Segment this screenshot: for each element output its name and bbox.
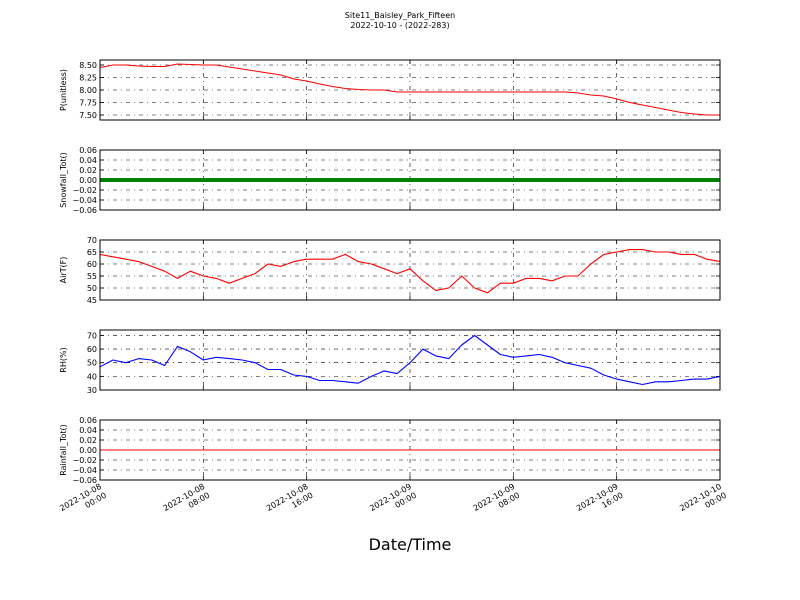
panels-group: 7.507.758.008.258.50P(unitless)−0.06−0.0… — [59, 59, 721, 485]
axes-frame — [99, 329, 721, 391]
y-axis-label: P(unitless) — [59, 69, 68, 111]
axes-frame — [99, 59, 721, 121]
axes-frame — [99, 239, 721, 301]
axes-frame — [99, 419, 721, 481]
series-line — [99, 63, 720, 116]
y-tick-label: 0.06 — [79, 416, 97, 425]
panel-3: 45 50 55 60 65 70 AirT(F) — [59, 236, 721, 305]
y-tick-label: 0.00 — [79, 176, 97, 185]
figure-title-line2: 2022-10-10 - (2022-283) — [350, 21, 449, 30]
panel-1: 7.50 7.75 8.00 8.25 8.50 P(unitless) — [59, 59, 721, 121]
y-tick-label: 70 — [87, 236, 97, 245]
y-tick-label: 0.06 — [79, 146, 97, 155]
y-tick-label: −0.04 — [72, 196, 97, 205]
y-tick-label: 45 — [87, 296, 97, 305]
y-tick-label: −0.02 — [72, 186, 97, 195]
panel-4: 30 40 50 60 70 RH(%) — [59, 329, 721, 395]
y-tick-label: 60 — [87, 260, 97, 269]
y-axis-label: AirT(F) — [59, 257, 68, 284]
y-tick-label: 55 — [87, 272, 97, 281]
panel-2: −0.06−0.04−0.020.000.020.040.06 Snowfall_… — [59, 146, 721, 215]
y-tick-label: 0.02 — [79, 166, 97, 175]
y-tick-label: 60 — [87, 345, 97, 354]
y-tick-label: 0.04 — [79, 426, 97, 435]
figure-title-line1: Site11_Baisley_Park_Fifteen — [345, 11, 455, 20]
x-axis-label: Date/Time — [369, 535, 452, 554]
series-line — [99, 249, 721, 294]
y-tick-label: 8.50 — [79, 61, 97, 70]
panel-5: −0.06−0.04−0.020.000.020.040.06 Rainfall_… — [59, 416, 721, 485]
y-tick-label: 65 — [87, 248, 97, 257]
y-tick-label: 30 — [87, 386, 97, 395]
y-tick-label: −0.06 — [72, 476, 97, 485]
y-axis-label: Rainfall_Tot() — [59, 424, 68, 476]
axes-frame — [99, 149, 721, 211]
y-axis-label: RH(%) — [59, 347, 68, 372]
y-tick-label: 0.02 — [79, 436, 97, 445]
y-tick-label: 0.00 — [79, 446, 97, 455]
y-tick-label: 8.25 — [79, 74, 97, 83]
y-axis-label: Snowfall_Tot() — [59, 152, 68, 208]
y-tick-label: −0.02 — [72, 456, 97, 465]
y-tick-label: 50 — [87, 359, 97, 368]
y-tick-label: −0.04 — [72, 466, 97, 475]
y-tick-label: 7.75 — [79, 99, 97, 108]
y-tick-label: 0.04 — [79, 156, 97, 165]
y-tick-label: 8.00 — [79, 86, 97, 95]
y-tick-label: 50 — [87, 284, 97, 293]
y-tick-label: 40 — [87, 372, 97, 381]
series-line — [99, 334, 721, 386]
y-tick-label: 7.50 — [79, 111, 97, 120]
y-tick-label: 70 — [87, 331, 97, 340]
y-tick-label: −0.06 — [72, 206, 97, 215]
